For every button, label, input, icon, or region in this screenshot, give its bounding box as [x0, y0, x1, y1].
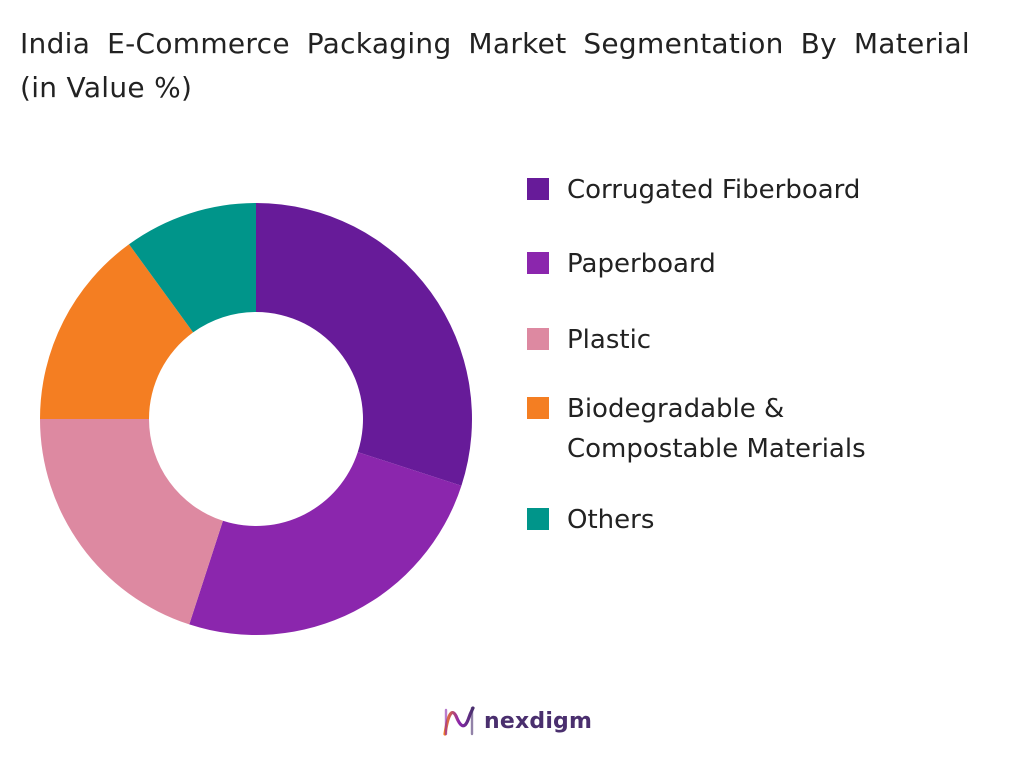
legend-item-paperboard: Paperboard [527, 244, 967, 284]
donut-slices [40, 203, 473, 636]
legend-swatch [527, 508, 549, 530]
legend-label: Biodegradable & Compostable Materials [567, 394, 866, 464]
legend-item-plastic: Plastic [527, 320, 967, 360]
legend-swatch [527, 397, 549, 419]
brand-logo: nexdigm [442, 704, 592, 738]
donut-slice-biodegradable-compostable-materials [40, 244, 194, 419]
donut-slice-others [129, 203, 256, 333]
chart-title: India E-Commerce Packaging Market Segmen… [20, 27, 970, 104]
legend-item-biodegradable-compostable: Biodegradable & Compostable Materials [527, 389, 967, 469]
donut-slice-corrugated-fiberboard [256, 203, 473, 486]
legend-label: Paperboard [567, 249, 716, 279]
legend-label: Plastic [567, 325, 652, 355]
legend-item-corrugated-fiberboard: Corrugated Fiberboard [527, 170, 967, 210]
nexdigm-logo-icon [443, 706, 475, 736]
legend-label: Others [567, 505, 655, 535]
legend-swatch [527, 252, 549, 274]
legend-item-others: Others [527, 500, 967, 540]
legend-swatch [527, 328, 549, 350]
donut-slice-plastic [40, 419, 223, 625]
legend-swatch [527, 178, 549, 200]
donut-slice-paperboard [189, 452, 462, 636]
donut-chart [40, 203, 473, 636]
legend-label: Corrugated Fiberboard [567, 175, 861, 205]
brand-name: nexdigm [484, 708, 593, 734]
